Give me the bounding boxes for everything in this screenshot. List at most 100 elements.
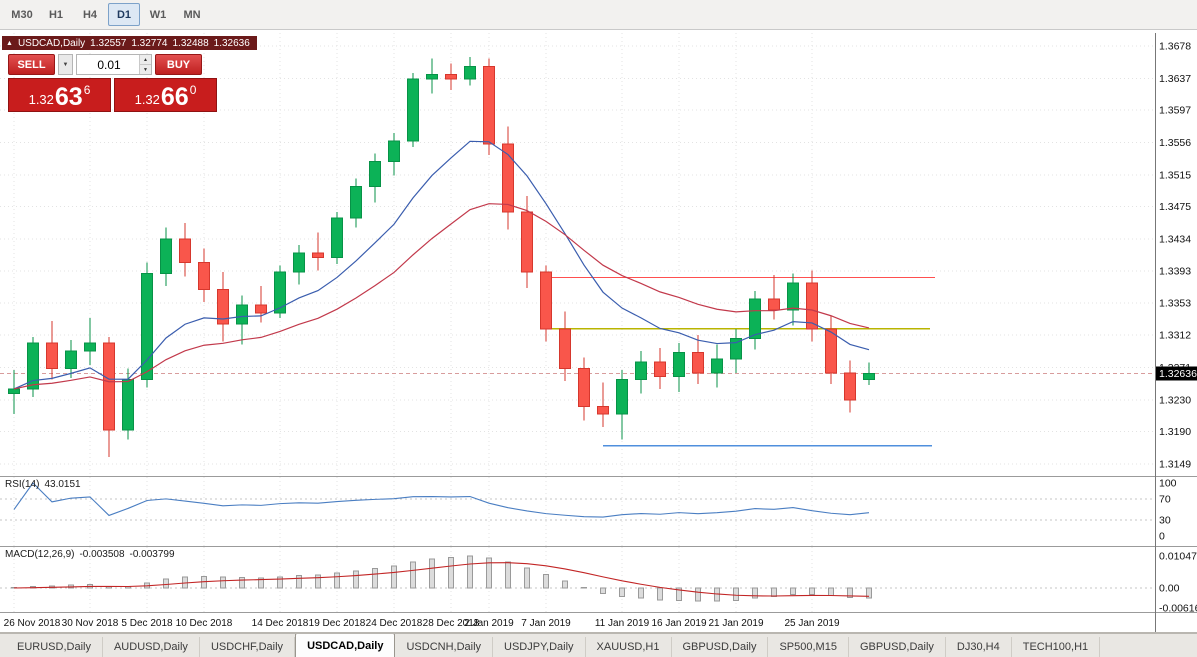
timeframe-button-w1[interactable]: W1 [149, 8, 167, 21]
price-scale-label: 1.3637 [1159, 73, 1191, 85]
volume-increase-icon[interactable]: ▲ [139, 55, 151, 65]
candle-bear [445, 73, 457, 80]
chart-tabs-bar: EURUSD,Daily AUDUSD,Daily USDCHF,Daily USDC… [0, 633, 1197, 657]
date-axis-label: 28 Dec 2018 [423, 618, 480, 629]
date-axis-label: 11 Jan 2019 [595, 618, 650, 629]
macd-histogram-bar [752, 587, 758, 599]
date-axis-label: 21 Jan 2019 [708, 618, 763, 629]
macd-signal-line [13, 562, 870, 597]
candle-bull [863, 372, 875, 381]
timeframe-button-mn[interactable]: MN [183, 8, 201, 21]
timeframe-button-h1[interactable]: H1 [48, 8, 64, 21]
macd-value-2: -0.003799 [129, 549, 175, 560]
price-scale-label: 1.3190 [1159, 426, 1191, 438]
macd-scale-label: -0.006164 [1159, 603, 1197, 615]
price-scale-label: 1.3312 [1159, 330, 1191, 342]
macd-histogram-bar [486, 557, 492, 589]
date-axis-label: 25 Jan 2019 [784, 618, 839, 629]
price-scale-label: 1.3515 [1159, 169, 1191, 181]
macd-histogram-bar [220, 576, 226, 589]
candle-bull [84, 342, 96, 352]
candle-bull [787, 282, 799, 311]
price-scale-label: 1.3149 [1159, 458, 1191, 470]
ask-price-pip: 0 [189, 83, 197, 97]
date-axis-label: 26 Nov 2018 [4, 618, 61, 629]
price-scale-label: 1.3678 [1159, 40, 1191, 52]
candle-bear [768, 298, 780, 311]
candle-bear [312, 252, 324, 259]
chart-tab-usdcad-daily[interactable]: USDCAD,Daily [295, 634, 396, 657]
candle-bear [46, 342, 58, 369]
chart-title-strip: ▲ USDCAD,Daily 1.32557 1.32774 1.32488 1… [2, 36, 257, 50]
candle-bear [654, 361, 666, 377]
volume-field: ▲ ▼ [76, 54, 152, 75]
date-axis-label: 5 Dec 2018 [121, 618, 173, 629]
macd-histogram-bar [296, 575, 302, 589]
price-scale-label: 1.3475 [1159, 201, 1191, 213]
macd-histogram-bar [562, 580, 568, 589]
date-axis-label: 30 Nov 2018 [62, 618, 119, 629]
candle-bull [673, 352, 685, 377]
macd-histogram-bar [391, 565, 397, 589]
chart-tab-audusd-daily[interactable]: AUDUSD,Daily [103, 637, 200, 657]
order-options-dropdown-button[interactable]: ▼ [58, 54, 73, 75]
volume-spinner: ▲ ▼ [139, 55, 151, 74]
candle-bull [426, 73, 438, 80]
chevron-down-icon: ▼ [62, 61, 69, 68]
macd-histogram-bar [410, 561, 416, 589]
chart-tab-gbpusd-daily[interactable]: GBPUSD,Daily [849, 637, 946, 657]
current-price-badge [1156, 366, 1197, 381]
macd-histogram-bar [828, 587, 834, 597]
ohlc-open: 1.32557 [90, 37, 127, 49]
rsi-line [13, 482, 870, 518]
candle-bull [160, 238, 172, 275]
chart-tab-sp500-m15[interactable]: SP500,M15 [768, 637, 849, 657]
chart-tab-usdcnh-daily[interactable]: USDCNH,Daily [395, 637, 494, 657]
macd-histogram-bar [581, 586, 587, 589]
macd-histogram-bar [847, 587, 853, 599]
chart-tab-dj30-h4[interactable]: DJ30,H4 [946, 637, 1012, 657]
macd-histogram-bar [505, 561, 511, 589]
ma-line-21 [13, 203, 870, 390]
candle-bear [255, 304, 267, 314]
candle-bull [464, 66, 476, 80]
chart-tab-xauusd-h1[interactable]: XAUUSD,H1 [586, 637, 672, 657]
macd-histogram-bar [695, 587, 701, 602]
timeframe-button-d1[interactable]: D1 [108, 3, 140, 26]
volume-input[interactable] [77, 55, 151, 74]
macd-histogram-bar [771, 587, 777, 598]
macd-value-1: -0.003508 [79, 549, 125, 560]
bid-price-box[interactable]: 1.32 63 6 [8, 78, 111, 112]
collapse-trade-panel-icon[interactable]: ▲ [6, 39, 13, 47]
chart-tab-tech100-h1[interactable]: TECH100,H1 [1012, 637, 1101, 657]
candle-bull [331, 217, 343, 259]
date-axis-label: 7 Jan 2019 [521, 618, 571, 629]
macd-histogram-bar [467, 555, 473, 589]
rsi-indicator-header: RSI(14) 43.0151 [5, 479, 81, 490]
current-price-label: 1.32636 [1159, 368, 1197, 380]
macd-scale-label: 0.00 [1159, 583, 1180, 595]
sell-button[interactable]: SELL [8, 54, 55, 75]
chart-tab-usdjpy-daily[interactable]: USDJPY,Daily [493, 637, 586, 657]
chart-tab-eurusd-daily[interactable]: EURUSD,Daily [6, 637, 103, 657]
chart-tab-usdchf-daily[interactable]: USDCHF,Daily [200, 637, 296, 657]
volume-decrease-icon[interactable]: ▼ [139, 65, 151, 74]
candle-bull [711, 358, 723, 374]
bid-price-prefix: 1.32 [28, 92, 54, 107]
timeframe-button-m30[interactable]: M30 [11, 8, 33, 21]
timeframe-button-h4[interactable]: H4 [82, 8, 98, 21]
price-scale-label: 1.3434 [1159, 233, 1191, 245]
candle-bear [692, 352, 704, 374]
buy-button[interactable]: BUY [155, 54, 202, 75]
rsi-name: RSI(14) [5, 479, 40, 490]
date-axis-label: 10 Dec 2018 [176, 618, 233, 629]
ask-price-box[interactable]: 1.32 66 0 [114, 78, 217, 112]
rsi-value: 43.0151 [44, 479, 81, 490]
macd-histogram-bar [163, 578, 169, 589]
macd-histogram-bar [315, 574, 321, 589]
macd-histogram-bar [543, 573, 549, 589]
chart-tab-gbpusd-daily[interactable]: GBPUSD,Daily [672, 637, 769, 657]
macd-histogram-bar [600, 587, 606, 594]
candle-bear [540, 271, 552, 330]
